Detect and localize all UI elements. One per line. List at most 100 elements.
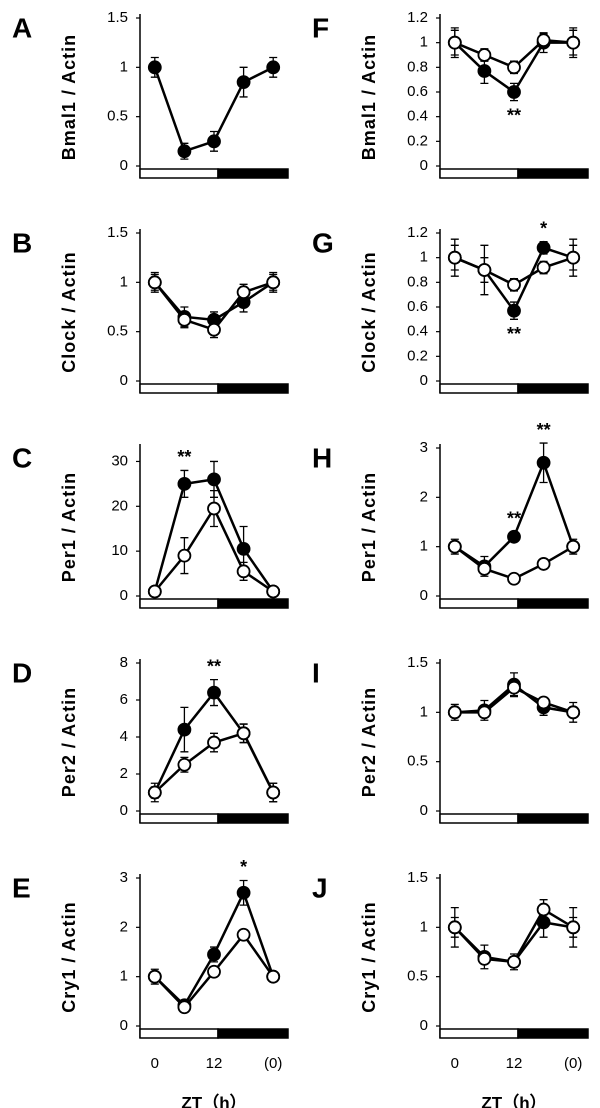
y-tick-label: 0 bbox=[120, 157, 128, 174]
data-point bbox=[207, 501, 221, 516]
data-point bbox=[536, 240, 551, 255]
data-point bbox=[177, 722, 192, 737]
y-axis-label: Clock / Actin bbox=[59, 251, 79, 372]
data-point bbox=[177, 312, 192, 327]
data-point bbox=[447, 539, 462, 554]
data-point bbox=[477, 952, 492, 966]
x-tick-label: (0) bbox=[564, 1055, 582, 1072]
data-point bbox=[177, 548, 192, 563]
y-tick-label: 1.5 bbox=[407, 869, 428, 886]
x-tick-label: 12 bbox=[206, 1055, 223, 1072]
data-point bbox=[477, 64, 492, 78]
data-point bbox=[236, 564, 251, 579]
data-point bbox=[536, 915, 551, 930]
data-point bbox=[266, 275, 281, 290]
x-axis-label: ZT（h） bbox=[181, 1092, 246, 1108]
data-point bbox=[236, 542, 251, 556]
y-tick-label: 1 bbox=[120, 968, 128, 985]
y-tick-label: 0.5 bbox=[107, 108, 128, 125]
y-tick-label: 1.5 bbox=[407, 654, 428, 671]
y-tick-label: 1.2 bbox=[407, 9, 428, 26]
y-tick-label: 6 bbox=[120, 691, 128, 708]
dark-phase bbox=[517, 1028, 589, 1039]
data-point bbox=[566, 705, 581, 720]
y-tick-label: 0 bbox=[420, 802, 428, 819]
data-point bbox=[236, 75, 251, 90]
data-point bbox=[536, 695, 551, 710]
x-tick-label: 12 bbox=[506, 1055, 523, 1072]
data-point bbox=[266, 60, 281, 75]
data-point bbox=[207, 685, 221, 700]
significance-mark: ** bbox=[207, 656, 221, 676]
data-point bbox=[536, 557, 551, 571]
light-phase bbox=[439, 1028, 519, 1039]
y-tick-label: 3 bbox=[120, 869, 128, 886]
y-tick-label: 1.5 bbox=[107, 9, 128, 26]
data-point bbox=[477, 705, 492, 720]
data-point bbox=[536, 902, 551, 917]
y-tick-label: 0 bbox=[420, 157, 428, 174]
y-tick-label: 3 bbox=[420, 439, 428, 456]
y-tick-label: 2 bbox=[120, 918, 128, 935]
light-phase bbox=[139, 813, 219, 824]
light-phase bbox=[139, 598, 219, 609]
data-point bbox=[447, 250, 462, 265]
y-tick-label: 20 bbox=[111, 497, 128, 514]
panel-letter: F bbox=[312, 12, 329, 43]
y-tick-label: 0.5 bbox=[107, 323, 128, 340]
data-point bbox=[507, 680, 521, 695]
y-tick-label: 1 bbox=[120, 273, 128, 290]
y-tick-label: 0.8 bbox=[407, 58, 428, 75]
data-point bbox=[507, 954, 521, 969]
panel-letter: D bbox=[12, 657, 32, 688]
panel-letter: I bbox=[312, 657, 320, 688]
y-tick-label: 0 bbox=[120, 1017, 128, 1034]
y-tick-label: 0 bbox=[120, 802, 128, 819]
data-point bbox=[477, 561, 492, 576]
data-point bbox=[177, 757, 192, 772]
significance-mark: ** bbox=[507, 509, 521, 529]
data-point bbox=[447, 35, 462, 50]
x-tick-label: (0) bbox=[264, 1055, 282, 1072]
dark-phase bbox=[517, 813, 589, 824]
y-axis-label: Clock / Actin bbox=[359, 251, 379, 372]
dark-phase bbox=[517, 598, 589, 609]
data-point bbox=[536, 260, 551, 275]
x-axis-label: ZT（h） bbox=[481, 1092, 546, 1108]
y-tick-label: 0.2 bbox=[407, 132, 428, 149]
y-tick-label: 0.5 bbox=[407, 753, 428, 770]
data-point bbox=[236, 885, 251, 900]
dark-phase bbox=[217, 168, 289, 179]
dark-phase bbox=[517, 383, 589, 394]
data-point bbox=[507, 529, 521, 544]
y-tick-label: 2 bbox=[420, 488, 428, 505]
y-tick-label: 4 bbox=[120, 728, 128, 745]
y-tick-label: 30 bbox=[111, 452, 128, 469]
light-phase bbox=[439, 383, 519, 394]
data-point bbox=[447, 920, 462, 935]
light-phase bbox=[139, 1028, 219, 1039]
x-tick-label: 0 bbox=[451, 1055, 459, 1072]
y-tick-label: 0.4 bbox=[407, 108, 428, 125]
dark-phase bbox=[217, 813, 289, 824]
y-axis-label: Bmal1 / Actin bbox=[59, 34, 79, 160]
panel-letter: A bbox=[12, 12, 32, 43]
data-point bbox=[177, 1000, 192, 1015]
data-point bbox=[177, 476, 192, 491]
y-axis-label: Per2 / Actin bbox=[359, 687, 379, 797]
significance-mark: * bbox=[540, 218, 547, 238]
y-tick-label: 1.2 bbox=[407, 224, 428, 241]
data-point bbox=[207, 735, 221, 750]
data-point bbox=[177, 144, 192, 159]
y-tick-label: 1 bbox=[420, 538, 428, 555]
significance-mark: ** bbox=[537, 420, 551, 440]
panel-letter: J bbox=[312, 872, 328, 903]
x-tick-label: 0 bbox=[151, 1055, 159, 1072]
data-point bbox=[447, 705, 462, 720]
y-tick-label: 8 bbox=[120, 654, 128, 671]
data-point bbox=[566, 250, 581, 265]
data-point bbox=[566, 35, 581, 50]
data-point bbox=[147, 584, 162, 599]
data-point bbox=[536, 33, 551, 48]
y-tick-label: 1 bbox=[120, 58, 128, 75]
